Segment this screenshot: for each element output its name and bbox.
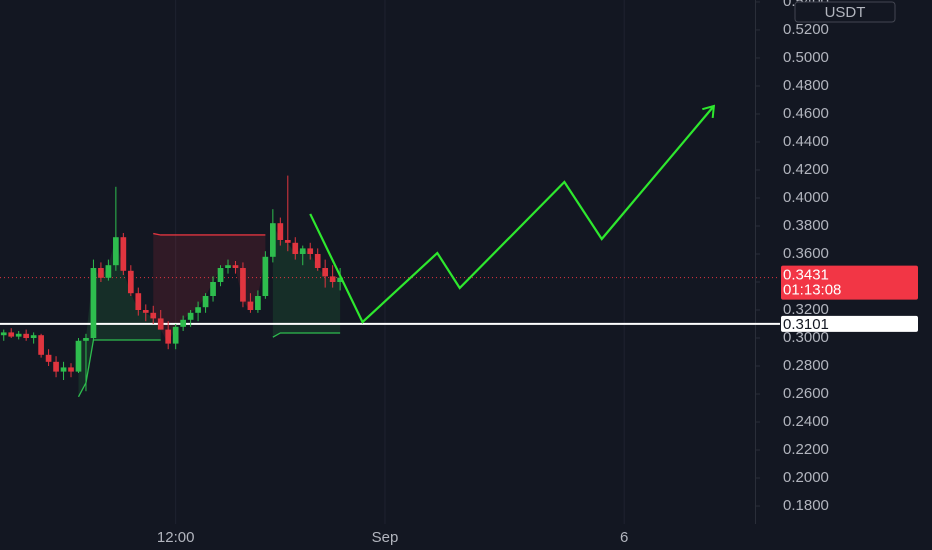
last-price-label: 0.3431 xyxy=(783,267,829,284)
x-tick-label: 12:00 xyxy=(157,529,195,546)
candle-body xyxy=(83,338,89,341)
currency-box xyxy=(794,1,896,23)
y-tick-label: 0.2800 xyxy=(783,357,829,374)
plot-area xyxy=(0,104,780,398)
y-tick-label: 0.2000 xyxy=(783,469,829,486)
candle-body xyxy=(217,267,224,283)
candle-body xyxy=(329,276,336,283)
candle-body xyxy=(45,354,52,362)
projection-arrowhead xyxy=(702,104,716,119)
y-tick-label: 0.2400 xyxy=(783,413,829,430)
candle-body xyxy=(180,319,186,327)
projection-line xyxy=(309,105,715,324)
y-tick-label: 0.2200 xyxy=(783,441,829,458)
candle-body xyxy=(150,312,157,319)
candle-body xyxy=(225,265,231,268)
y-tick-label: 0.3200 xyxy=(783,301,829,318)
level-box xyxy=(781,315,918,332)
candle-body xyxy=(240,267,246,302)
candle-body xyxy=(135,293,142,311)
candle-body xyxy=(195,307,201,313)
y-tick-label: 0.4400 xyxy=(783,133,829,150)
candle-body xyxy=(120,237,127,271)
candle-body xyxy=(127,270,134,294)
y-tick-label: 0.4000 xyxy=(783,189,829,206)
candle-body xyxy=(270,223,276,257)
y-tick-label: 0.1800 xyxy=(783,497,829,514)
candle-body xyxy=(157,318,164,330)
candle-body xyxy=(284,239,291,243)
candle-body xyxy=(247,301,254,311)
candle-body xyxy=(255,296,261,311)
candle-body xyxy=(277,223,284,240)
x-tick-label: 6 xyxy=(620,529,628,546)
candle-body xyxy=(165,329,172,344)
candle-body xyxy=(322,267,329,277)
candle-body xyxy=(68,367,74,372)
supertrend-line xyxy=(272,332,341,338)
supertrend-line xyxy=(77,339,161,398)
candle-body xyxy=(98,267,104,278)
candle-body xyxy=(8,332,15,337)
candle-body xyxy=(105,265,112,278)
candle-body xyxy=(299,248,306,254)
level-label: 0.3101 xyxy=(783,316,829,333)
candle-body xyxy=(23,333,30,339)
candle-body xyxy=(314,253,321,268)
trend-zone xyxy=(153,233,266,344)
y-tick-label: 0.5000 xyxy=(783,49,829,66)
last-price-box xyxy=(781,265,918,300)
y-tick-label: 0.4600 xyxy=(783,105,829,122)
price-axis: 0.54000.52000.50000.48000.46000.44000.42… xyxy=(157,0,918,546)
y-tick-label: 0.4200 xyxy=(783,161,829,178)
candle-body xyxy=(307,248,314,254)
y-tick-label: 0.3800 xyxy=(783,217,829,234)
currency-label: USDT xyxy=(825,4,866,21)
candle-body xyxy=(262,256,269,297)
candle-body xyxy=(38,335,44,355)
candle-body xyxy=(142,310,149,313)
x-tick-label: Sep xyxy=(372,529,399,546)
trend-zone xyxy=(272,223,341,338)
candle-body xyxy=(210,282,216,297)
candle-body xyxy=(113,237,119,266)
candle-body xyxy=(292,242,299,254)
y-tick-label: 0.5200 xyxy=(783,21,829,38)
y-tick-label: 0.3600 xyxy=(783,245,829,262)
candle-body xyxy=(15,333,22,337)
candle-body xyxy=(172,326,179,344)
countdown-label: 01:13:08 xyxy=(783,282,841,299)
candle-body xyxy=(90,267,97,339)
candle-body xyxy=(30,335,37,339)
candle-body xyxy=(202,296,209,308)
candle-body xyxy=(232,265,239,268)
y-tick-label: 0.2600 xyxy=(783,385,829,402)
y-tick-label: 0.3000 xyxy=(783,329,829,346)
candle-body xyxy=(0,332,7,336)
candle-body xyxy=(53,361,59,372)
candle-body xyxy=(337,277,343,283)
candle-body xyxy=(187,312,194,320)
grid xyxy=(175,0,625,524)
candle-body xyxy=(60,367,67,372)
candle-body xyxy=(75,340,82,372)
y-tick-label: 0.4800 xyxy=(783,77,829,94)
supertrend-line xyxy=(153,232,266,236)
